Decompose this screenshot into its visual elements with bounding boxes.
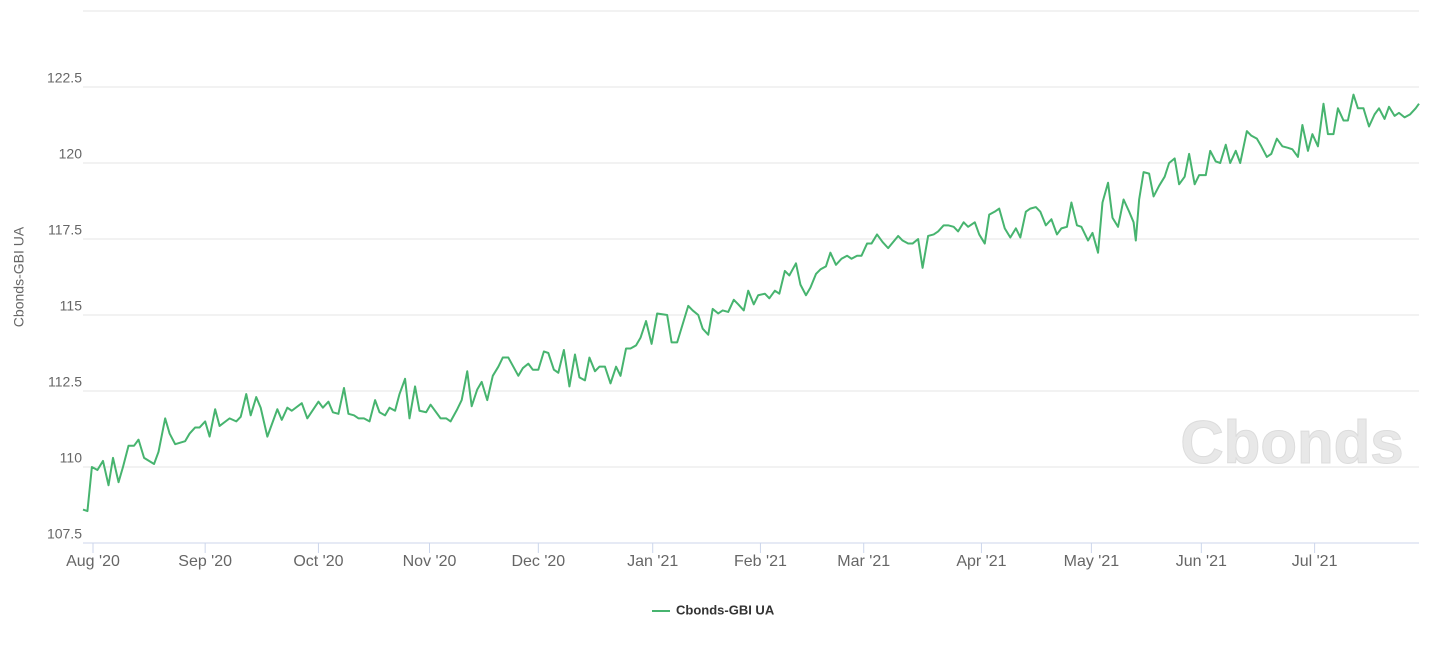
x-tick-label: Nov '20 <box>403 553 457 570</box>
x-tick-label: Mar '21 <box>837 553 890 570</box>
x-tick-label: Jan '21 <box>627 553 678 570</box>
y-tick-label: 117.5 <box>48 222 82 238</box>
legend-label: Cbonds-GBI UA <box>676 602 775 617</box>
x-tick-label: Jul '21 <box>1292 553 1338 570</box>
x-tick-label: May '21 <box>1064 553 1120 570</box>
y-tick-label: 110 <box>60 450 83 466</box>
series-line <box>82 93 1420 513</box>
x-tick-label: Sep '20 <box>178 553 232 570</box>
x-tick-label: Feb '21 <box>734 553 787 570</box>
watermark: Cbonds <box>1180 409 1403 476</box>
y-tick-label: 107.5 <box>47 526 82 542</box>
y-tick-label: 112.5 <box>48 374 82 390</box>
x-tick-label: Aug '20 <box>66 553 120 570</box>
x-tick-label: Oct '20 <box>293 553 343 570</box>
x-tick-label: Apr '21 <box>956 553 1006 570</box>
x-tick-label: Jun '21 <box>1176 553 1227 570</box>
y-tick-label: 122.5 <box>47 70 82 86</box>
y-tick-label: 120 <box>59 146 83 162</box>
y-axis-label: Cbonds-GBI UA <box>11 226 27 327</box>
y-tick-label: 115 <box>60 298 83 314</box>
x-tick-label: Dec '20 <box>511 553 565 570</box>
